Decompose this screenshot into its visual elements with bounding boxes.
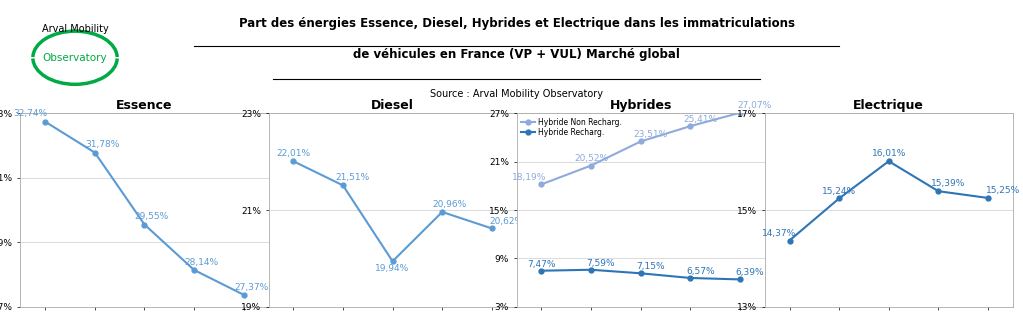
Text: 32,74%: 32,74% — [13, 110, 47, 119]
Text: 28,14%: 28,14% — [184, 258, 219, 267]
Hybride Non Recharg. — [535, 182, 547, 186]
Text: 22,01%: 22,01% — [276, 149, 310, 158]
Text: Part des énergies Essence, Diesel, Hybrides et Electrique dans les immatriculati: Part des énergies Essence, Diesel, Hybri… — [238, 17, 795, 30]
Text: 7,15%: 7,15% — [636, 262, 665, 271]
Hybride Non Recharg. — [733, 111, 746, 115]
Text: de véhicules en France (VP + VUL) Marché global: de véhicules en France (VP + VUL) Marché… — [353, 48, 680, 61]
Hybride Recharg. — [634, 271, 647, 275]
Text: 20,52%: 20,52% — [574, 154, 608, 163]
Text: 6,39%: 6,39% — [736, 269, 764, 277]
Text: 18,19%: 18,19% — [512, 173, 546, 182]
Text: Observatory: Observatory — [43, 53, 107, 63]
Text: 15,39%: 15,39% — [931, 179, 966, 188]
Title: Electrique: Electrique — [853, 99, 924, 112]
Line: Hybride Non Recharg.: Hybride Non Recharg. — [539, 110, 743, 187]
Text: 14,37%: 14,37% — [762, 228, 797, 238]
Text: 16,01%: 16,01% — [872, 149, 906, 158]
Text: 25,41%: 25,41% — [683, 115, 717, 124]
Text: Arval Mobility: Arval Mobility — [42, 24, 108, 34]
Text: 21,51%: 21,51% — [336, 173, 370, 182]
Text: 23,51%: 23,51% — [633, 130, 668, 139]
Hybride Recharg. — [733, 278, 746, 281]
Hybride Recharg. — [585, 268, 597, 272]
Text: 27,37%: 27,37% — [234, 283, 268, 292]
Line: Hybride Recharg.: Hybride Recharg. — [539, 267, 743, 282]
Text: 7,47%: 7,47% — [527, 260, 555, 269]
Text: 31,78%: 31,78% — [85, 141, 120, 149]
Text: 29,55%: 29,55% — [135, 212, 169, 221]
Hybride Non Recharg. — [585, 164, 597, 167]
Legend: Hybride Non Recharg., Hybride Recharg.: Hybride Non Recharg., Hybride Recharg. — [521, 117, 623, 138]
Hybride Non Recharg. — [684, 124, 697, 128]
Text: 20,62%: 20,62% — [490, 217, 524, 225]
Text: 27,07%: 27,07% — [738, 101, 772, 110]
Text: Source : Arval Mobility Observatory: Source : Arval Mobility Observatory — [430, 89, 604, 99]
Text: 15,24%: 15,24% — [822, 187, 856, 196]
Hybride Non Recharg. — [634, 140, 647, 143]
Title: Diesel: Diesel — [371, 99, 414, 112]
Title: Essence: Essence — [117, 99, 173, 112]
Text: 7,59%: 7,59% — [586, 259, 615, 268]
Title: Hybrides: Hybrides — [610, 99, 672, 112]
Text: 15,25%: 15,25% — [986, 186, 1020, 195]
Hybride Recharg. — [684, 276, 697, 280]
Text: 20,96%: 20,96% — [433, 200, 466, 209]
Hybride Recharg. — [535, 269, 547, 273]
Text: 6,57%: 6,57% — [685, 267, 714, 276]
Text: 19,94%: 19,94% — [375, 264, 409, 273]
